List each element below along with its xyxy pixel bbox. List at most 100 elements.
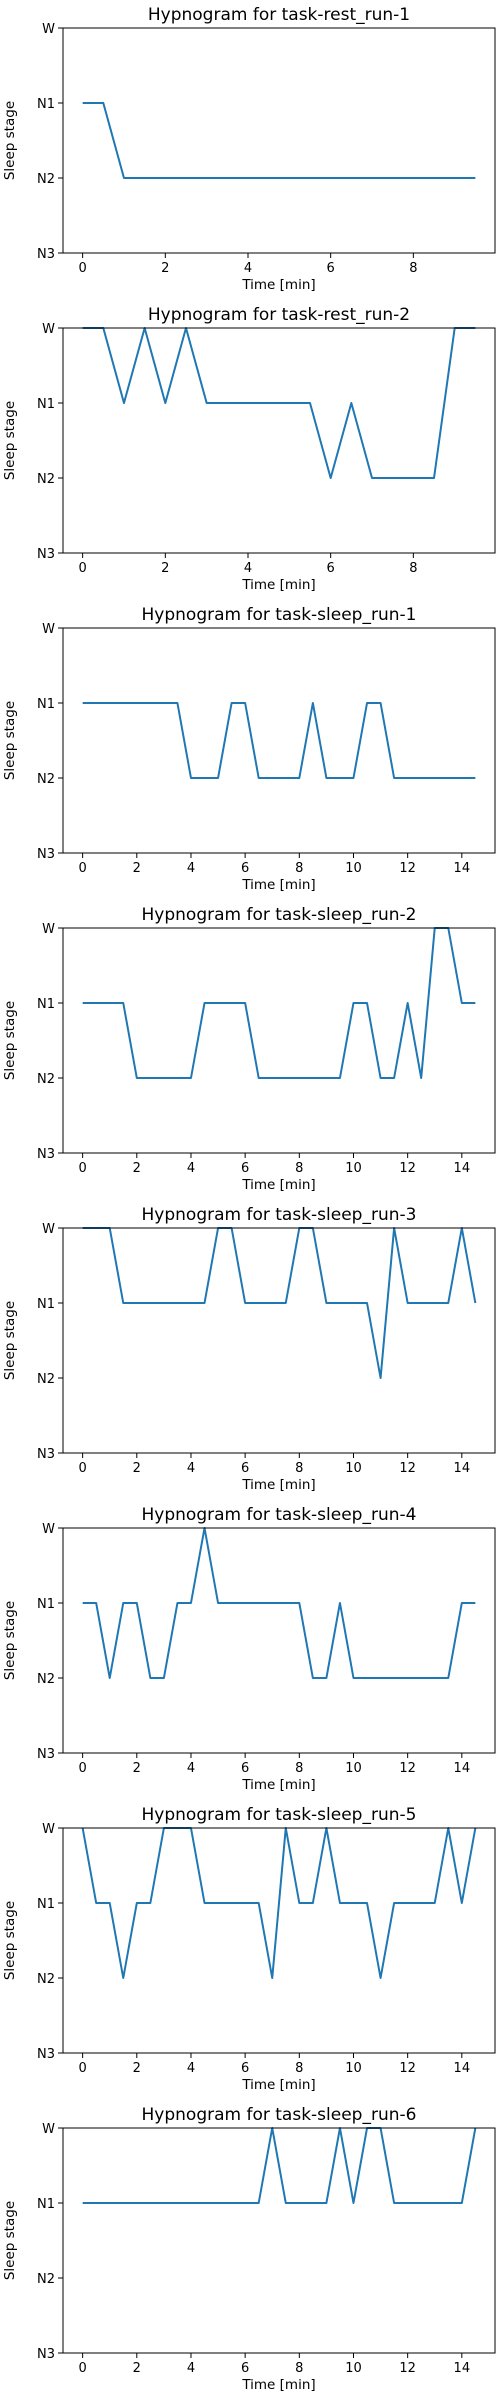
y-tick-label: N3	[37, 247, 55, 262]
y-tick-label: N2	[37, 2272, 55, 2287]
x-tick-label: 6	[241, 861, 249, 876]
hypnogram-chart-2: Hypnogram for task-rest_run-2 0 2 4 6 8 W N1 N2 N…	[2, 305, 496, 593]
axes-frame	[62, 27, 496, 254]
x-tick-label: 6	[327, 261, 335, 276]
y-tick-label: N3	[37, 1747, 55, 1762]
x-tick-label: 2	[161, 261, 169, 276]
x-tick-label: 6	[241, 1761, 249, 1776]
y-tick-label: N1	[37, 97, 55, 112]
x-tick-label: 0	[78, 2061, 86, 2076]
y-tick-label: N2	[37, 1972, 55, 1987]
x-tick-label: 2	[133, 1761, 141, 1776]
y-tick-label: N2	[37, 1672, 55, 1687]
y-tick-label: N1	[37, 1897, 55, 1912]
chart-title: Hypnogram for task-sleep_run-5	[142, 1805, 417, 1825]
axes-frame	[62, 2127, 496, 2354]
y-tick-label: W	[42, 322, 55, 337]
x-tick-label: 4	[244, 561, 252, 576]
x-tick-label: 6	[241, 1161, 249, 1176]
x-tick-label: 4	[187, 1461, 195, 1476]
x-tick-label: 0	[78, 861, 86, 876]
x-tick-label: 0	[78, 1461, 86, 1476]
x-axis-label: Time [min]	[241, 877, 315, 893]
y-axis-label: Sleep stage	[2, 1601, 18, 1680]
x-tick-label: 10	[345, 2061, 362, 2076]
x-tick-label: 8	[295, 1461, 303, 1476]
x-tick-label: 14	[454, 1161, 471, 1176]
y-tick-label: N1	[37, 697, 55, 712]
x-tick-label: 0	[78, 1161, 86, 1176]
y-axis-label: Sleep stage	[2, 401, 18, 480]
y-axis-label: Sleep stage	[2, 1001, 18, 1080]
axes-frame	[62, 1527, 496, 1754]
x-tick-label: 2	[133, 2361, 141, 2376]
x-tick-label: 2	[133, 1161, 141, 1176]
y-axis-label: Sleep stage	[2, 1301, 18, 1380]
axes-frame	[62, 1227, 496, 1454]
x-axis-label: Time [min]	[241, 277, 315, 293]
x-tick-label: 12	[399, 1761, 416, 1776]
x-tick-label: 4	[187, 2061, 195, 2076]
y-tick-label: N1	[37, 397, 55, 412]
y-tick-label: W	[42, 922, 55, 937]
x-tick-label: 6	[327, 561, 335, 576]
hypnogram-chart-3: Hypnogram for task-sleep_run-1 0 2 4 6 8 10 12 1…	[2, 605, 496, 893]
y-tick-label: N3	[37, 547, 55, 562]
y-axis-label: Sleep stage	[2, 2201, 18, 2280]
y-axis-label: Sleep stage	[2, 701, 18, 780]
y-tick-label: N3	[37, 2047, 55, 2062]
sleep-stage-series-line	[82, 927, 476, 1079]
chart-title: Hypnogram for task-sleep_run-3	[142, 1205, 417, 1225]
x-tick-label: 8	[409, 561, 417, 576]
x-tick-label: 12	[399, 2361, 416, 2376]
sleep-stage-series-line	[82, 1527, 476, 1679]
x-tick-label: 4	[187, 1161, 195, 1176]
x-tick-label: 14	[454, 2361, 471, 2376]
sleep-stage-series-line	[82, 1227, 477, 1379]
y-tick-label: N1	[37, 997, 55, 1012]
hypnogram-chart-1: Hypnogram for task-rest_run-1 0 2 4 6 8 W N1 N2 N…	[2, 5, 496, 293]
axes-frame	[62, 1827, 496, 2054]
chart-title: Hypnogram for task-rest_run-2	[148, 305, 410, 325]
chart-title: Hypnogram for task-sleep_run-4	[142, 1505, 417, 1525]
y-tick-label: N1	[37, 2197, 55, 2212]
x-tick-label: 0	[78, 2361, 86, 2376]
hypnogram-chart-8: Hypnogram for task-sleep_run-6 0 2 4 6 8 10 12 1…	[2, 2105, 496, 2393]
y-axis-label: Sleep stage	[2, 101, 18, 180]
y-tick-label: W	[42, 2122, 55, 2137]
chart-title: Hypnogram for task-sleep_run-2	[142, 905, 417, 925]
x-tick-label: 14	[454, 1461, 471, 1476]
x-tick-label: 10	[345, 861, 362, 876]
sleep-stage-series-line	[82, 2127, 477, 2204]
x-tick-label: 6	[241, 2061, 249, 2076]
y-tick-label: W	[42, 1822, 55, 1837]
y-tick-label: N2	[37, 172, 55, 187]
x-tick-label: 12	[399, 1161, 416, 1176]
x-axis-label: Time [min]	[241, 577, 315, 593]
x-tick-label: 2	[161, 561, 169, 576]
x-tick-label: 4	[187, 2361, 195, 2376]
x-tick-label: 12	[399, 2061, 416, 2076]
y-axis-label: Sleep stage	[2, 1901, 18, 1980]
x-tick-label: 14	[454, 2061, 471, 2076]
axes-frame	[62, 927, 496, 1154]
x-tick-label: 4	[187, 861, 195, 876]
x-tick-label: 12	[399, 1461, 416, 1476]
y-tick-label: N1	[37, 1297, 55, 1312]
x-axis-label: Time [min]	[241, 1777, 315, 1793]
hypnogram-chart-6: Hypnogram for task-sleep_run-4 0 2 4 6 8 10 12 1…	[2, 1505, 496, 1793]
x-axis-label: Time [min]	[241, 2377, 315, 2393]
sleep-stage-series-line	[82, 702, 476, 779]
axes-frame	[62, 327, 496, 554]
x-tick-label: 2	[133, 861, 141, 876]
x-tick-label: 4	[187, 1761, 195, 1776]
y-tick-label: N3	[37, 1447, 55, 1462]
y-tick-label: W	[42, 1222, 55, 1237]
sleep-stage-series-line	[82, 102, 476, 179]
hypnogram-chart-7: Hypnogram for task-sleep_run-5 0 2 4 6 8 10 12 1…	[2, 1805, 496, 2093]
x-axis-label: Time [min]	[241, 1477, 315, 1493]
y-tick-label: W	[42, 22, 55, 37]
x-tick-label: 14	[454, 1761, 471, 1776]
chart-title: Hypnogram for task-rest_run-1	[148, 5, 410, 25]
